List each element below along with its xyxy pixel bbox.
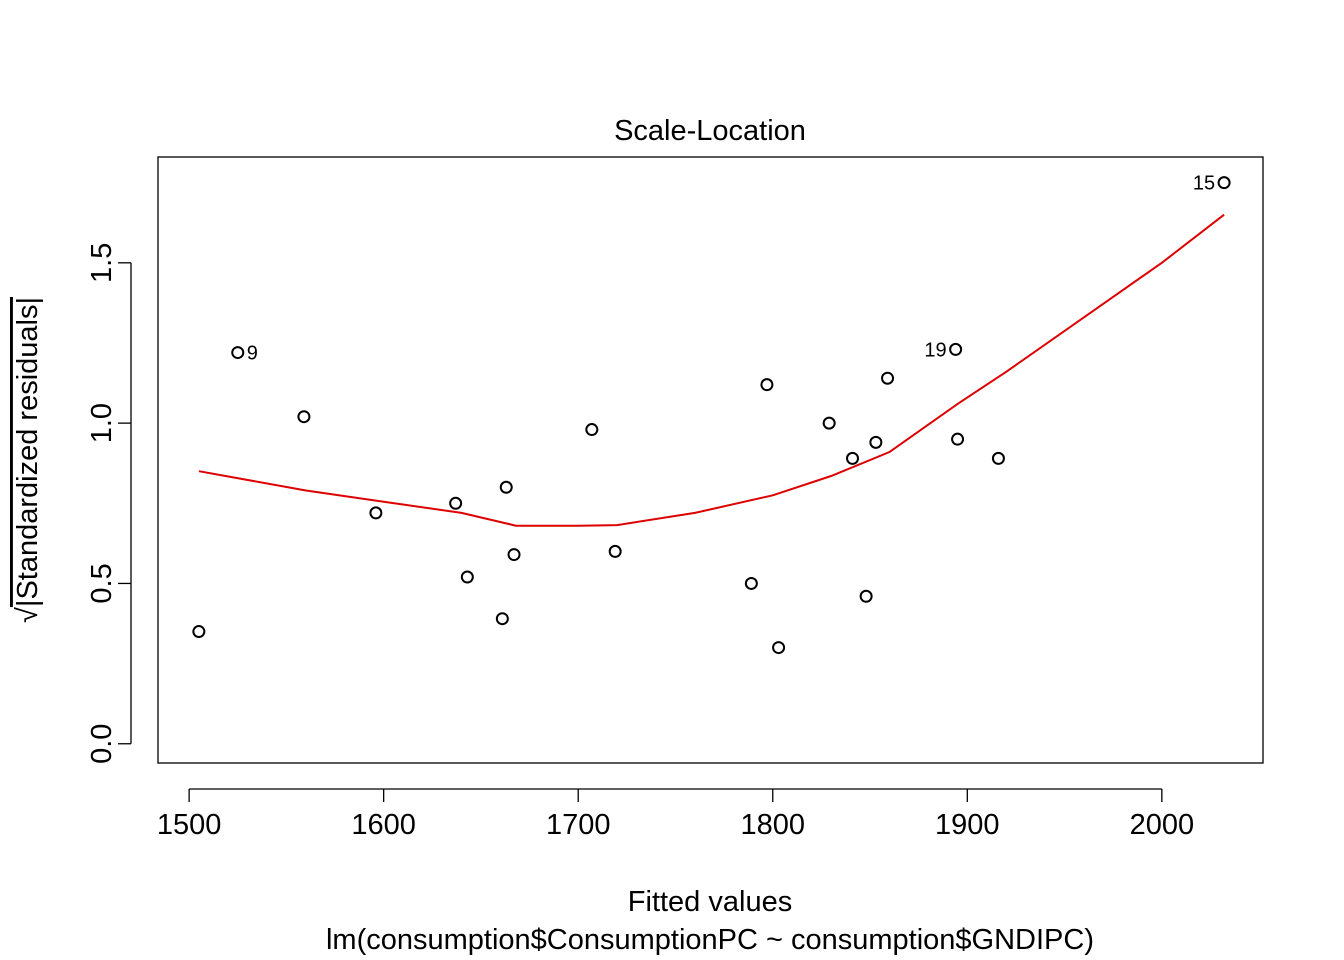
data-point (846, 451, 860, 465)
data-point (499, 480, 513, 494)
y-axis-label-body: |Standardized residuals| (12, 297, 44, 607)
data-point (951, 432, 965, 446)
point-label: 9 (247, 343, 258, 365)
data-point (760, 378, 774, 392)
y-tick-label: 0.5 (86, 563, 118, 603)
data-point (449, 496, 463, 510)
chart-title: Scale-Location (614, 115, 806, 147)
data-point (495, 612, 509, 626)
x-tick-label: 1700 (546, 809, 611, 841)
data-point (869, 435, 883, 449)
y-axis-label-text: √|Standardized residuals| (12, 297, 44, 623)
x-tick-label: 2000 (1130, 809, 1195, 841)
plot-frame (157, 156, 1264, 764)
data-point (1217, 176, 1231, 190)
data-point (859, 589, 873, 603)
x-tick-label: 1800 (740, 809, 805, 841)
data-point (192, 625, 206, 639)
data-point (772, 641, 786, 655)
smoother-layer (198, 213, 1225, 527)
data-point (608, 544, 622, 558)
y-tick-label: 1.0 (86, 403, 118, 443)
data-point (881, 371, 895, 385)
point-label: 19 (924, 339, 946, 361)
data-point (369, 506, 383, 520)
chart-subtitle: lm(consumption$ConsumptionPC ~ consumpti… (326, 924, 1094, 956)
data-point (585, 423, 599, 437)
x-tick-label: 1900 (935, 809, 1000, 841)
x-axis-label: Fitted values (628, 886, 792, 918)
data-point (744, 576, 758, 590)
y-tick-label: 1.5 (86, 243, 118, 283)
data-point (460, 570, 474, 584)
points-layer: 9 19 15 (192, 173, 1231, 655)
data-point (231, 346, 245, 360)
data-point (949, 342, 963, 356)
data-point (991, 451, 1005, 465)
smoother-line (198, 213, 1225, 527)
data-point (822, 416, 836, 430)
data-point (297, 410, 311, 424)
point-label: 15 (1193, 173, 1215, 195)
data-point (507, 548, 521, 562)
x-axis: 1500 1600 1700 1800 1900 2000 (157, 788, 1195, 841)
y-tick-label: 0.0 (86, 724, 118, 764)
y-axis-label-radical: √ (12, 607, 44, 623)
y-axis-label: √|Standardized residuals| (12, 297, 44, 623)
x-tick-label: 1600 (351, 809, 416, 841)
y-axis: 0.0 0.5 1.0 1.5 (86, 243, 132, 764)
x-tick-label: 1500 (157, 809, 222, 841)
